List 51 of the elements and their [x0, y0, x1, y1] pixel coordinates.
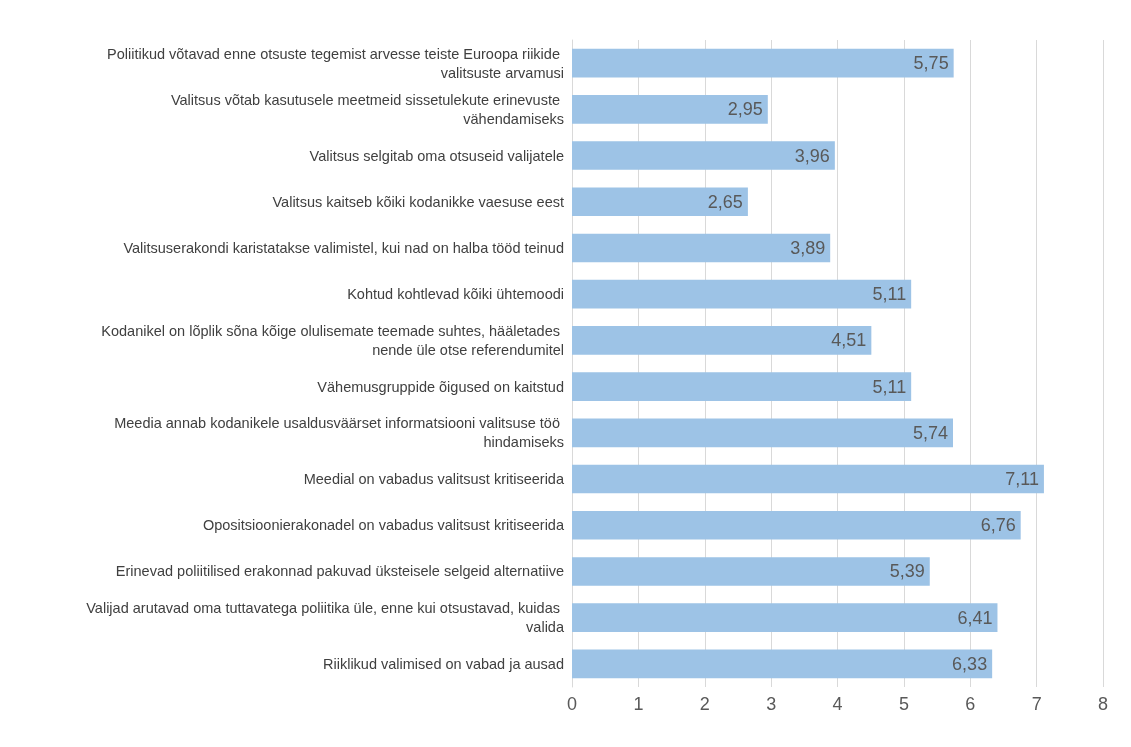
data-label: 5,74	[912, 422, 948, 443]
y-tick-label: Valijad arutavad oma tuttavatega poliitika üle, enne kui otsustavad, kuidas valida	[86, 600, 565, 636]
x-tick-label: 8	[1097, 694, 1109, 714]
bar	[572, 557, 930, 586]
data-label: 6,41	[957, 607, 993, 628]
x-tick-label: 1	[633, 694, 644, 714]
bar	[572, 95, 768, 124]
x-tick-label: 7	[1031, 694, 1042, 714]
data-label: 3,96	[794, 145, 830, 166]
data-label: 2,65	[707, 191, 743, 212]
y-tick-label: Kohtud kohtlevad kõiki ühtemoodi	[347, 286, 564, 303]
y-tick-label: Meedial on vabadus valitsust kritiseerida	[303, 471, 565, 488]
data-label: 5,11	[872, 284, 907, 305]
y-tick-label: Valitsus selgitab oma otsuseid valijatele	[309, 147, 564, 164]
bar	[572, 326, 872, 355]
bar	[572, 418, 953, 448]
y-tick-label: Kodanikel on lõplik sõna kõige olulisemate teemade suhtes, hääletades nende üle otse referendumitel	[101, 322, 564, 358]
data-label: 6,76	[980, 515, 1016, 536]
data-label: 2,95	[727, 99, 763, 120]
x-tick-label: 5	[898, 694, 909, 714]
data-label: 3,89	[790, 237, 826, 258]
x-tick-label: 0	[566, 694, 578, 714]
bar	[572, 187, 748, 217]
bar	[572, 603, 998, 633]
y-tick-label: Valitsus võtab kasutusele meetmeid sissetulekute erinevuste vähendamiseks	[170, 91, 564, 127]
data-label: 6,33	[952, 653, 988, 674]
data-label: 5,75	[913, 53, 949, 74]
x-tick-label: 3	[766, 694, 777, 714]
bar	[572, 510, 1021, 540]
y-tick-label: Valitsuserakondi karistatakse valimistel, kui nad on halba tööd teinud	[123, 239, 564, 256]
bar	[572, 48, 954, 78]
y-tick-label: Vähemusgruppide õigused on kaitstud	[317, 378, 564, 395]
y-tick-label: Valitsus kaitseb kõiki kodanikke vaesuse eest	[272, 193, 564, 210]
y-tick-label: Meedia annab kodanikele usaldusväärset informatsiooni valitsuse töö hindamiseks	[114, 415, 564, 451]
bar	[572, 233, 831, 263]
data-label: 4,51	[831, 330, 867, 351]
bar	[572, 649, 993, 679]
bar	[572, 372, 912, 401]
y-tick-label: Opositsioonierakonadel on vabadus valitsust kritiseerida	[202, 517, 565, 534]
bar	[572, 279, 912, 309]
data-label: 5,11	[872, 376, 907, 397]
y-tick-label: Poliitikud võtavad enne otsuste tegemist arvesse teiste Euroopa riikide valitsuste arvamusi	[107, 45, 564, 81]
x-tick-label: 4	[832, 694, 843, 714]
x-tick-label: 6	[965, 694, 976, 714]
bar	[572, 464, 1044, 494]
y-tick-label: Erinevad poliitilised erakonnad pakuvad üksteisele selgeid alternatiive	[115, 563, 564, 580]
data-label: 5,39	[889, 561, 925, 582]
x-tick-label: 2	[699, 694, 710, 714]
y-tick-label: Riiklikud valimised on vabad ja ausad	[323, 655, 564, 672]
bar	[572, 141, 835, 170]
data-label: 7,11	[1005, 469, 1039, 490]
